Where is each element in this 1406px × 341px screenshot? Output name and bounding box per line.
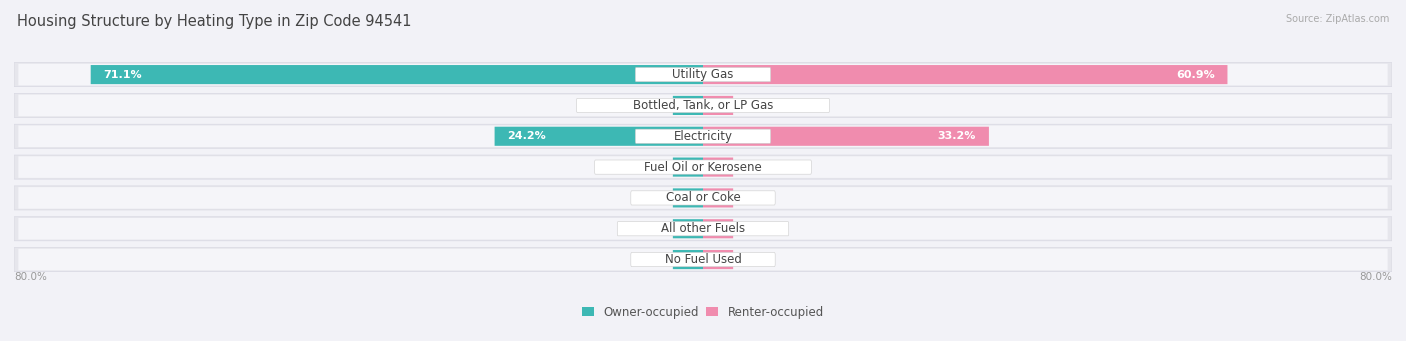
Text: Fuel Oil or Kerosene: Fuel Oil or Kerosene <box>644 161 762 174</box>
Text: 2.8%: 2.8% <box>740 255 769 265</box>
FancyBboxPatch shape <box>495 127 703 146</box>
Text: 80.0%: 80.0% <box>1360 272 1392 282</box>
FancyBboxPatch shape <box>673 158 703 177</box>
FancyBboxPatch shape <box>91 65 703 84</box>
FancyBboxPatch shape <box>703 127 988 146</box>
Text: No Fuel Used: No Fuel Used <box>665 253 741 266</box>
FancyBboxPatch shape <box>636 68 770 82</box>
FancyBboxPatch shape <box>14 155 1392 179</box>
Text: 24.2%: 24.2% <box>508 131 547 141</box>
Text: 60.9%: 60.9% <box>1175 70 1215 79</box>
FancyBboxPatch shape <box>703 250 733 269</box>
FancyBboxPatch shape <box>18 218 1388 239</box>
FancyBboxPatch shape <box>595 160 811 174</box>
FancyBboxPatch shape <box>673 96 703 115</box>
Text: 80.0%: 80.0% <box>14 272 46 282</box>
FancyBboxPatch shape <box>673 188 703 207</box>
FancyBboxPatch shape <box>703 65 1227 84</box>
FancyBboxPatch shape <box>18 95 1388 116</box>
FancyBboxPatch shape <box>617 222 789 236</box>
FancyBboxPatch shape <box>18 156 1388 178</box>
Text: Electricity: Electricity <box>673 130 733 143</box>
Text: 0.0%: 0.0% <box>638 162 666 172</box>
FancyBboxPatch shape <box>14 248 1392 271</box>
Text: 0.0%: 0.0% <box>638 193 666 203</box>
Text: 33.2%: 33.2% <box>938 131 976 141</box>
FancyBboxPatch shape <box>14 217 1392 241</box>
Text: 2.9%: 2.9% <box>740 101 769 110</box>
FancyBboxPatch shape <box>14 93 1392 117</box>
FancyBboxPatch shape <box>14 63 1392 87</box>
Text: 1.1%: 1.1% <box>638 224 666 234</box>
FancyBboxPatch shape <box>576 98 830 113</box>
FancyBboxPatch shape <box>14 186 1392 210</box>
Text: 0.25%: 0.25% <box>740 224 775 234</box>
FancyBboxPatch shape <box>673 219 703 238</box>
FancyBboxPatch shape <box>18 187 1388 209</box>
Text: Utility Gas: Utility Gas <box>672 68 734 81</box>
Text: Housing Structure by Heating Type in Zip Code 94541: Housing Structure by Heating Type in Zip… <box>17 14 412 29</box>
Text: Bottled, Tank, or LP Gas: Bottled, Tank, or LP Gas <box>633 99 773 112</box>
FancyBboxPatch shape <box>703 219 733 238</box>
FancyBboxPatch shape <box>703 96 733 115</box>
FancyBboxPatch shape <box>14 124 1392 148</box>
Text: All other Fuels: All other Fuels <box>661 222 745 235</box>
Text: 0.0%: 0.0% <box>740 193 768 203</box>
FancyBboxPatch shape <box>18 64 1388 85</box>
Text: Coal or Coke: Coal or Coke <box>665 191 741 204</box>
FancyBboxPatch shape <box>631 252 775 267</box>
Text: Source: ZipAtlas.com: Source: ZipAtlas.com <box>1285 14 1389 24</box>
FancyBboxPatch shape <box>703 158 733 177</box>
FancyBboxPatch shape <box>636 129 770 143</box>
Text: 0.0%: 0.0% <box>740 162 768 172</box>
FancyBboxPatch shape <box>18 125 1388 147</box>
FancyBboxPatch shape <box>673 250 703 269</box>
Text: 1.2%: 1.2% <box>637 255 666 265</box>
Text: 2.5%: 2.5% <box>637 101 666 110</box>
Legend: Owner-occupied, Renter-occupied: Owner-occupied, Renter-occupied <box>578 301 828 323</box>
FancyBboxPatch shape <box>631 191 775 205</box>
FancyBboxPatch shape <box>18 249 1388 270</box>
Text: 71.1%: 71.1% <box>104 70 142 79</box>
FancyBboxPatch shape <box>703 188 733 207</box>
